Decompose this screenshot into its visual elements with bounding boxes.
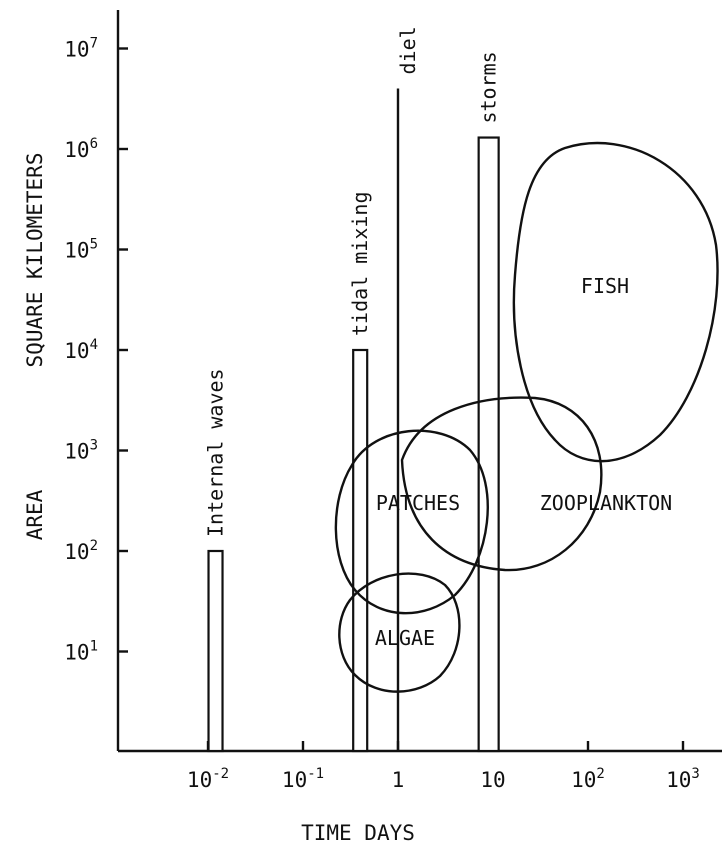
patches-region [334, 429, 489, 615]
y-tick-label: 105 [64, 237, 98, 263]
tidal-mixing-label: tidal mixing [348, 192, 372, 337]
y-axis-title-units: SQUARE KILOMETERS [23, 153, 47, 368]
x-tick-label: 10 [480, 768, 505, 792]
internal-waves-bar [207, 549, 224, 753]
process-bars: Internal waves tidal mixing diel storms [204, 26, 501, 753]
fish-region [512, 141, 719, 463]
y-tick-label: 103 [64, 438, 98, 464]
storms-label: storms [477, 51, 501, 123]
x-tick-label: 103 [666, 766, 700, 792]
storms-bar [477, 136, 500, 753]
zooplankton-region [400, 396, 603, 572]
y-tick-label: 106 [64, 136, 98, 162]
y-tick-label: 102 [64, 538, 98, 564]
x-axis-title: TIME DAYS [301, 821, 415, 845]
patches-label: PATCHES [376, 491, 460, 515]
diel-label: diel [396, 26, 420, 74]
x-tick-label: 10-1 [282, 766, 324, 792]
x-tick-label: 102 [571, 766, 605, 792]
fish-label: FISH [581, 274, 629, 298]
x-tick-label: 10-2 [187, 766, 229, 792]
tidal-mixing-bar [352, 348, 369, 753]
x-tick-label: 1 [392, 768, 405, 792]
internal-waves-label: Internal waves [204, 368, 228, 537]
y-axis-title-area: AREA [23, 489, 47, 540]
y-tick-label: 104 [64, 337, 98, 363]
algae-region [338, 572, 461, 693]
tick-group: 10-2 10-1 1 10 102 103 101 102 103 104 105 106 107 [64, 36, 700, 793]
y-tick-label: 101 [64, 639, 98, 665]
y-tick-label: 107 [64, 36, 98, 62]
zooplankton-label: ZOOPLANKTON [540, 491, 672, 515]
algae-label: ALGAE [375, 626, 435, 650]
